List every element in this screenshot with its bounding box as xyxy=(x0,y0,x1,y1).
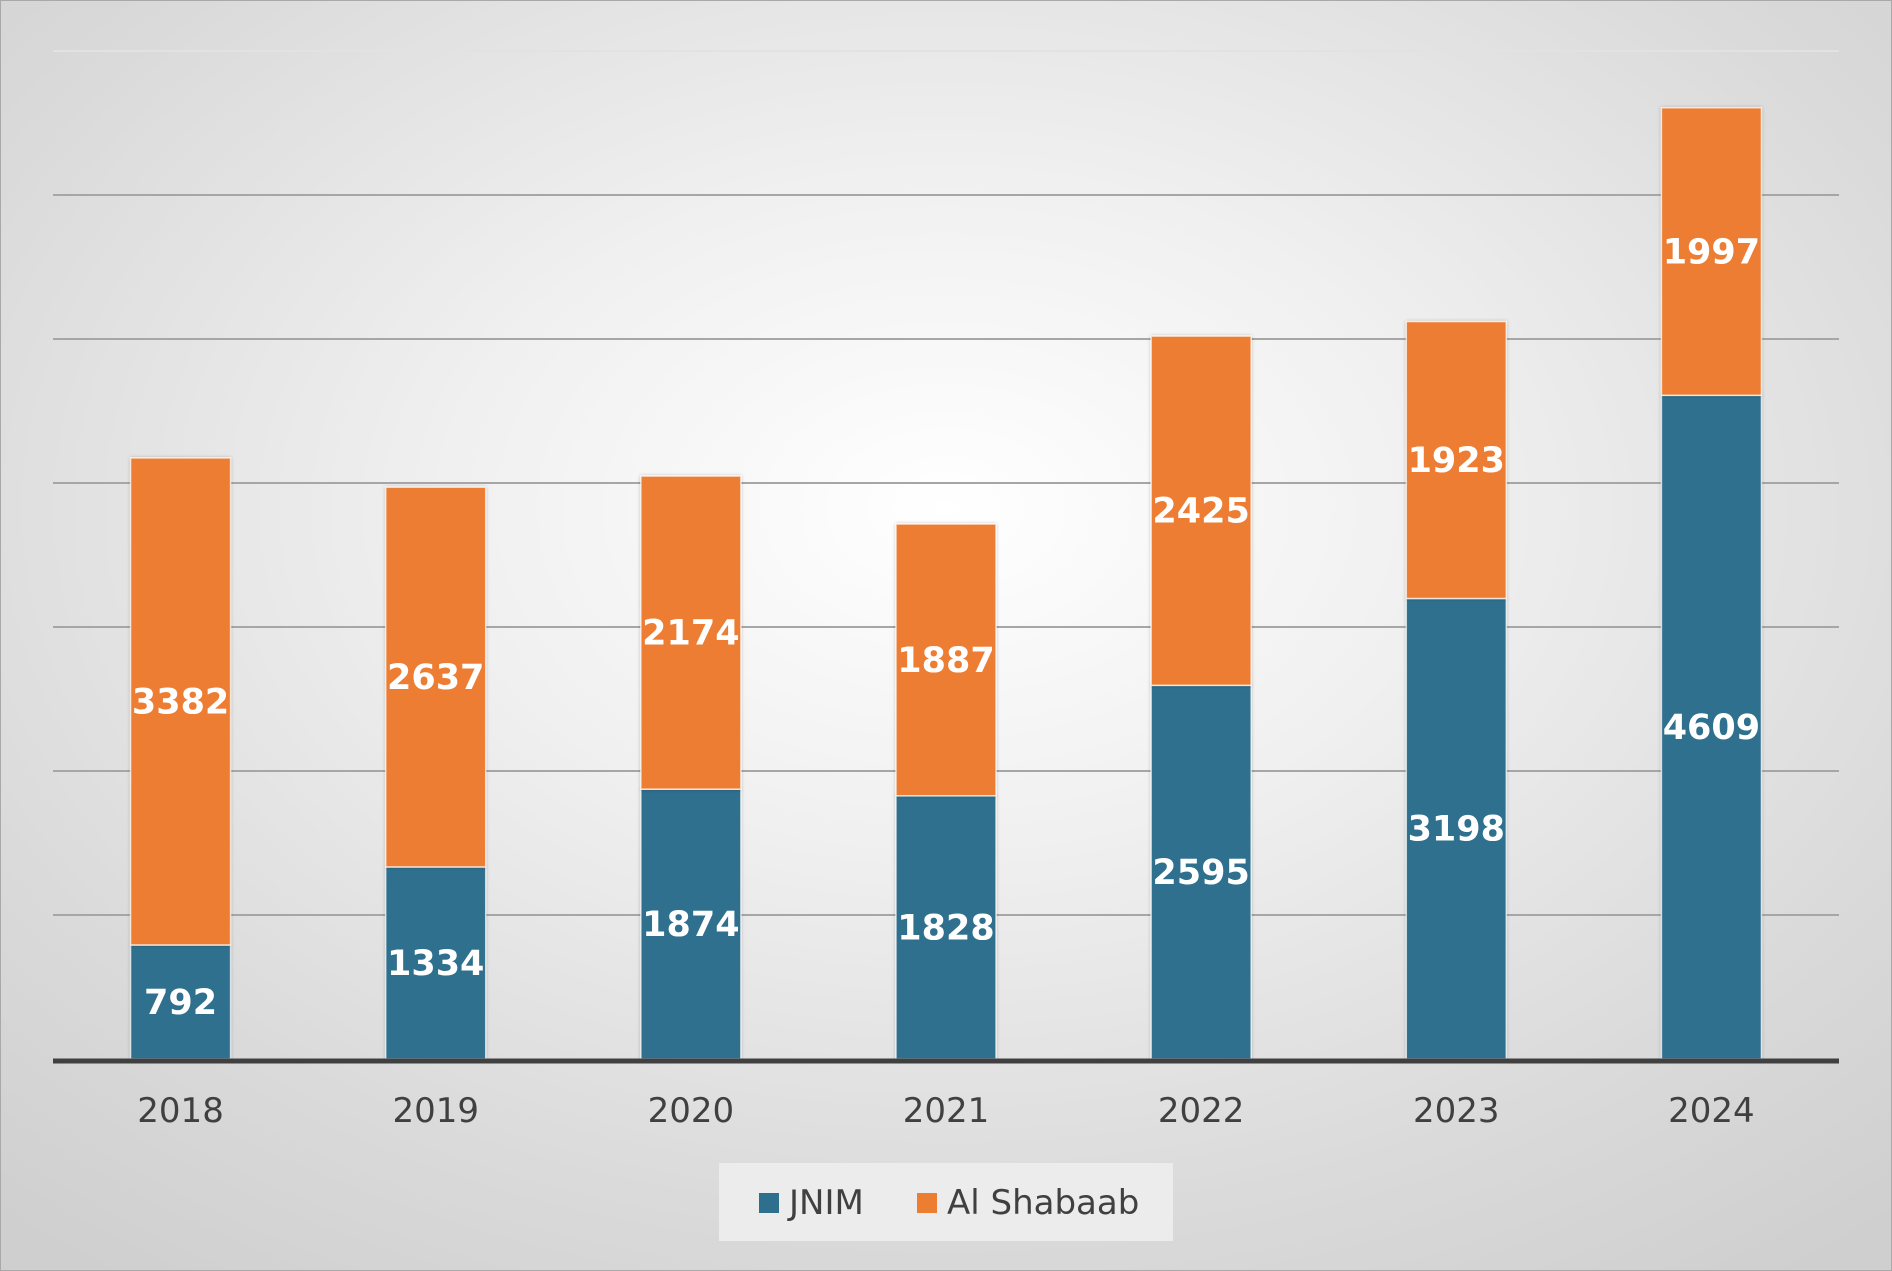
x-tick-label-2018: 2018 xyxy=(137,1091,224,1131)
legend-swatch-jnim xyxy=(759,1193,779,1213)
x-tick-label-2019: 2019 xyxy=(392,1091,479,1131)
legend-label-jnim: JNIM xyxy=(787,1183,864,1223)
bar-al-shabaab-2022 xyxy=(1150,335,1252,687)
data-labels: 792 3382 1334 2637 1874 2174 1828 1887 2595 2425 3… xyxy=(132,233,1760,1023)
bar-al-shabaab-2020 xyxy=(640,475,742,790)
data-label-jnim-2018: 792 xyxy=(144,983,217,1023)
data-label-al-shabaab-2018: 3382 xyxy=(132,682,229,722)
data-label-al-shabaab-2019: 2637 xyxy=(387,658,484,698)
data-label-al-shabaab-2024: 1997 xyxy=(1663,233,1760,273)
data-label-al-shabaab-2021: 1887 xyxy=(897,641,994,681)
bar-jnim-2020 xyxy=(640,788,742,1060)
bar-jnim-2022 xyxy=(1150,684,1252,1060)
data-label-jnim-2022: 2595 xyxy=(1152,853,1249,893)
data-label-jnim-2024: 4609 xyxy=(1663,708,1760,748)
x-axis: 2018 2019 2020 2021 2022 2023 2024 xyxy=(53,1058,1839,1131)
data-label-al-shabaab-2022: 2425 xyxy=(1152,492,1249,532)
bar-al-shabaab-2021 xyxy=(895,523,997,797)
bars xyxy=(129,106,1763,1060)
data-label-jnim-2021: 1828 xyxy=(897,908,994,948)
bar-al-shabaab-2024 xyxy=(1660,106,1763,397)
data-label-al-shabaab-2023: 1923 xyxy=(1408,441,1505,481)
bar-jnim-2023 xyxy=(1405,597,1508,1060)
data-label-jnim-2023: 3198 xyxy=(1408,810,1505,850)
x-tick-label-2023: 2023 xyxy=(1413,1091,1500,1131)
bar-al-shabaab-2019 xyxy=(384,486,487,868)
bar-jnim-2021 xyxy=(895,795,997,1060)
bar-al-shabaab-2018 xyxy=(129,457,232,946)
bar-jnim-2019 xyxy=(384,866,487,1060)
data-label-al-shabaab-2020: 2174 xyxy=(642,614,739,654)
legend-swatch-al-shabaab xyxy=(917,1193,937,1213)
legend-label-al-shabaab: Al Shabaab xyxy=(947,1183,1139,1223)
x-tick-label-2024: 2024 xyxy=(1668,1091,1755,1131)
x-tick-label-2021: 2021 xyxy=(903,1091,990,1131)
data-label-jnim-2019: 1334 xyxy=(387,944,484,984)
data-label-jnim-2020: 1874 xyxy=(642,905,739,945)
bar-al-shabaab-2023 xyxy=(1405,320,1508,600)
x-tick-label-2020: 2020 xyxy=(648,1091,735,1131)
x-tick-label-2022: 2022 xyxy=(1158,1091,1245,1131)
bar-jnim-2024 xyxy=(1660,394,1763,1060)
legend: JNIM Al Shabaab xyxy=(719,1163,1173,1241)
legend-background xyxy=(719,1163,1173,1241)
